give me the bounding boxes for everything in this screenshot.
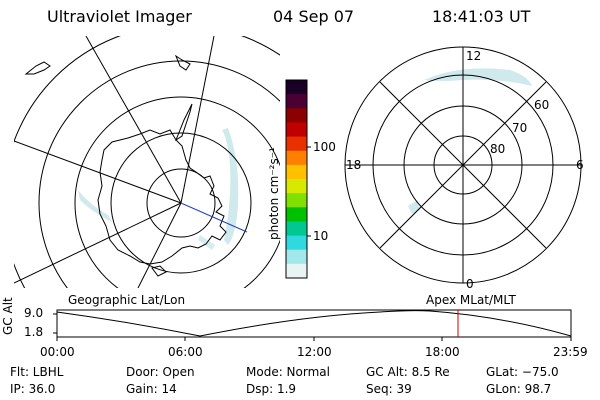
aurora-glow-geo — [78, 128, 239, 250]
colorbar-tick-label-10: 10 — [313, 229, 328, 243]
meridian — [85, 36, 182, 204]
y-tick-label-1-8: 1.8 — [24, 325, 44, 339]
x-tick-label-12: 12:00 — [297, 345, 332, 359]
colorbar-segment — [286, 108, 307, 123]
colorbar-segment — [286, 136, 307, 152]
colorbar-segment — [286, 221, 307, 237]
colorbar-segment — [286, 249, 307, 265]
geographic-panel-label: Geographic Lat/Lon — [68, 293, 186, 307]
south-america-tip — [174, 54, 191, 71]
colorbar-segment — [286, 150, 307, 166]
colorbar-segment — [286, 179, 307, 194]
apex-polar-plot — [344, 46, 582, 284]
mlt-line-diag — [379, 81, 547, 249]
colorbar-segment — [286, 193, 307, 208]
antarctica-coast — [97, 129, 227, 265]
meridian — [14, 202, 182, 284]
lat-circle-80 — [146, 168, 216, 238]
filter-info: Flt: LBHL — [10, 365, 64, 379]
view-direction-line — [180, 202, 248, 233]
mode-info: Mode: Normal — [246, 365, 330, 379]
mlat-label-60: 60 — [534, 98, 549, 112]
antarctic-peninsula — [174, 103, 193, 142]
gc-alt-axis-label: GC Alt — [1, 297, 15, 335]
instrument-title: Ultraviolet Imager — [47, 7, 192, 26]
x-tick-label-00: 00:00 — [40, 345, 75, 359]
mlt-label-6: 6 — [576, 158, 584, 172]
colorbar-segment — [286, 207, 307, 222]
colorbar-segment — [286, 80, 307, 95]
lat-circle-50 — [38, 60, 280, 288]
colorbar-segment — [286, 122, 307, 138]
lat-circle-70 — [110, 132, 252, 274]
mlt-label-18: 18 — [346, 158, 361, 172]
island — [24, 61, 51, 75]
gc-alt-info: GC Alt: 8.5 Re — [366, 365, 450, 379]
colorbar-unit-label: photon cm⁻²s⁻¹ — [267, 147, 281, 240]
meridian — [14, 140, 182, 204]
color-scale-bar — [286, 80, 307, 279]
altitude-curve — [56, 310, 572, 337]
time-axis-ticks — [56, 337, 572, 341]
mlat-label-70: 70 — [512, 121, 527, 135]
gain-info: Gain: 14 — [126, 382, 177, 396]
geographic-map — [14, 36, 280, 288]
x-tick-label-18: 18:00 — [425, 345, 460, 359]
door-info: Door: Open — [126, 365, 195, 379]
meridian — [137, 202, 182, 288]
colorbar-segment — [286, 164, 307, 180]
apex-panel-label: Apex MLat/MLT — [426, 293, 516, 307]
glon-info: GLon: 98.7 — [486, 382, 552, 396]
colorbar-tick-label-100: 100 — [313, 140, 336, 154]
glat-info: GLat: −75.0 — [486, 365, 559, 379]
colorbar-segment — [286, 94, 307, 109]
image-date: 04 Sep 07 — [273, 7, 355, 26]
image-time: 18:41:03 UT — [432, 7, 531, 26]
ip-info: IP: 36.0 — [10, 382, 56, 396]
island — [151, 265, 167, 277]
lat-circle-60 — [74, 96, 280, 288]
x-tick-label-06: 06:00 — [168, 345, 203, 359]
colorbar-frame — [285, 79, 308, 279]
meridian — [180, 36, 215, 204]
seq-info: Seq: 39 — [366, 382, 412, 396]
mlat-label-80: 80 — [490, 142, 505, 156]
x-tick-label-2359: 23:59 — [553, 345, 588, 359]
dsp-info: Dsp: 1.9 — [246, 382, 297, 396]
mlt-label-0: 0 — [466, 277, 474, 291]
y-tick-label-9: 9.0 — [24, 306, 44, 320]
colorbar-segment — [286, 235, 307, 251]
mlt-label-12: 12 — [466, 49, 481, 63]
colorbar-segment — [286, 263, 307, 279]
